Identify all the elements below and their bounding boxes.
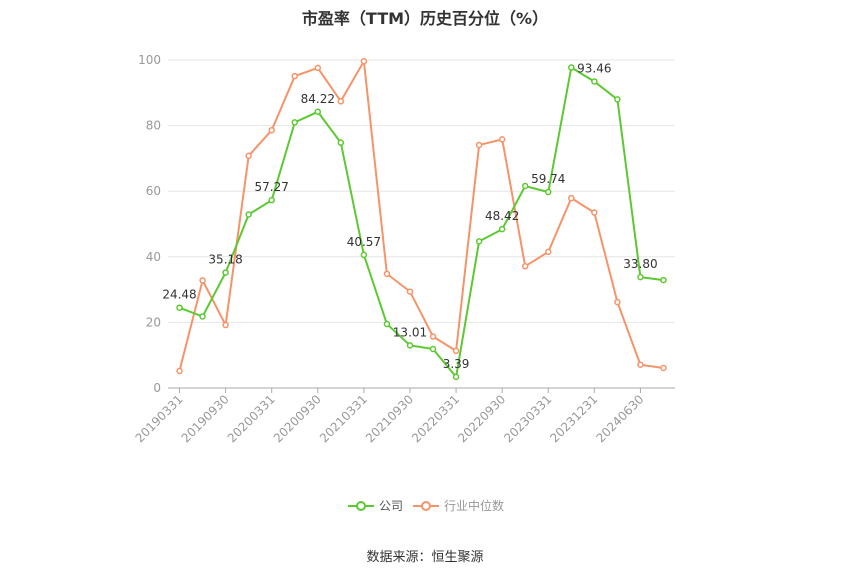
data-point — [498, 225, 506, 233]
data-point — [637, 273, 644, 281]
x-tick-label: 20230331 — [501, 392, 554, 445]
legend-industry[interactable]: 行业中位数 — [413, 497, 504, 514]
data-labels: 24.48 35.18 57.27 84.22 40.57 13.01 3.39 48.42 5… — [162, 61, 657, 370]
data-point — [614, 298, 621, 306]
x-tick-label: 20200930 — [271, 392, 324, 445]
data-label: 24.48 — [162, 288, 196, 302]
data-point — [199, 277, 206, 284]
data-point — [521, 263, 529, 270]
data-label: 35.18 — [208, 253, 242, 267]
y-tick-label: 20 — [146, 315, 161, 329]
legend-industry-label: 行业中位数 — [444, 499, 505, 513]
data-point — [406, 342, 414, 349]
data-label: 33.80 — [623, 257, 657, 271]
series-line-company — [179, 65, 664, 380]
data-point — [268, 196, 275, 204]
data-label: 13.01 — [393, 325, 427, 339]
data-point — [498, 136, 506, 143]
data-label: 3.39 — [443, 357, 470, 371]
data-point — [429, 333, 437, 340]
data-point — [245, 211, 252, 218]
y-axis: 0 20 40 60 80 100 — [138, 53, 161, 395]
y-tick-label: 100 — [138, 53, 161, 67]
data-point — [222, 269, 229, 276]
x-tick-label: 20190331 — [133, 392, 186, 445]
data-point — [199, 313, 206, 320]
data-point — [568, 64, 575, 71]
data-point — [360, 58, 368, 65]
data-label: 59.74 — [531, 172, 565, 186]
data-point — [637, 361, 644, 368]
data-point — [245, 152, 252, 160]
data-point — [222, 321, 229, 329]
data-point — [614, 96, 621, 103]
data-point — [268, 126, 275, 134]
data-point — [452, 373, 460, 381]
data-point — [660, 276, 667, 284]
x-tick-label: 20220930 — [455, 392, 508, 445]
data-point — [406, 288, 414, 295]
legend-company-label: 公司 — [379, 499, 404, 513]
data-point — [176, 367, 183, 375]
legend-company-icon — [348, 500, 374, 511]
data-point — [545, 248, 552, 256]
data-point — [591, 209, 598, 216]
data-point — [360, 251, 368, 259]
x-tick-label: 20240630 — [593, 392, 646, 445]
series-line-industry — [178, 58, 664, 372]
y-tick-label: 40 — [146, 250, 161, 264]
data-point — [314, 108, 322, 116]
x-tick-label: 20210930 — [363, 392, 416, 445]
x-tick-label: 20210331 — [317, 392, 370, 445]
data-point — [383, 270, 391, 278]
data-label: 57.27 — [255, 180, 289, 194]
series-layer — [176, 58, 667, 381]
data-label: 84.22 — [301, 92, 335, 106]
data-point — [521, 182, 529, 190]
data-point — [591, 78, 598, 85]
data-point — [176, 304, 183, 311]
x-axis: 2019033120190930202003312020093020210331… — [133, 387, 675, 445]
data-point — [337, 139, 345, 146]
data-point — [475, 238, 483, 245]
x-tick-label: 20220331 — [409, 392, 462, 445]
data-point — [452, 347, 460, 355]
data-source: 数据来源：恒生聚源 — [366, 550, 484, 565]
x-tick-label: 20190930 — [179, 392, 232, 445]
legend-industry-icon — [413, 500, 439, 511]
data-label: 93.46 — [577, 61, 611, 75]
data-point — [291, 72, 298, 80]
chart-title: 市盈率（TTM）历史百分位（%） — [301, 9, 549, 28]
x-tick-label: 20200331 — [225, 392, 278, 445]
y-tick-label: 60 — [146, 184, 161, 198]
data-point — [568, 194, 575, 202]
data-point — [291, 119, 298, 126]
data-point — [314, 64, 322, 72]
data-point — [337, 98, 345, 105]
data-point — [429, 345, 437, 353]
y-tick-label: 80 — [146, 119, 161, 133]
y-tick-label: 0 — [153, 381, 161, 395]
data-label: 40.57 — [347, 235, 381, 249]
data-point — [383, 320, 391, 328]
legend-company[interactable]: 公司 — [348, 497, 403, 514]
data-label: 48.42 — [485, 209, 519, 223]
x-tick-label: 20231231 — [547, 392, 600, 445]
data-point — [545, 188, 552, 196]
data-point — [475, 141, 483, 149]
data-point — [660, 364, 667, 372]
